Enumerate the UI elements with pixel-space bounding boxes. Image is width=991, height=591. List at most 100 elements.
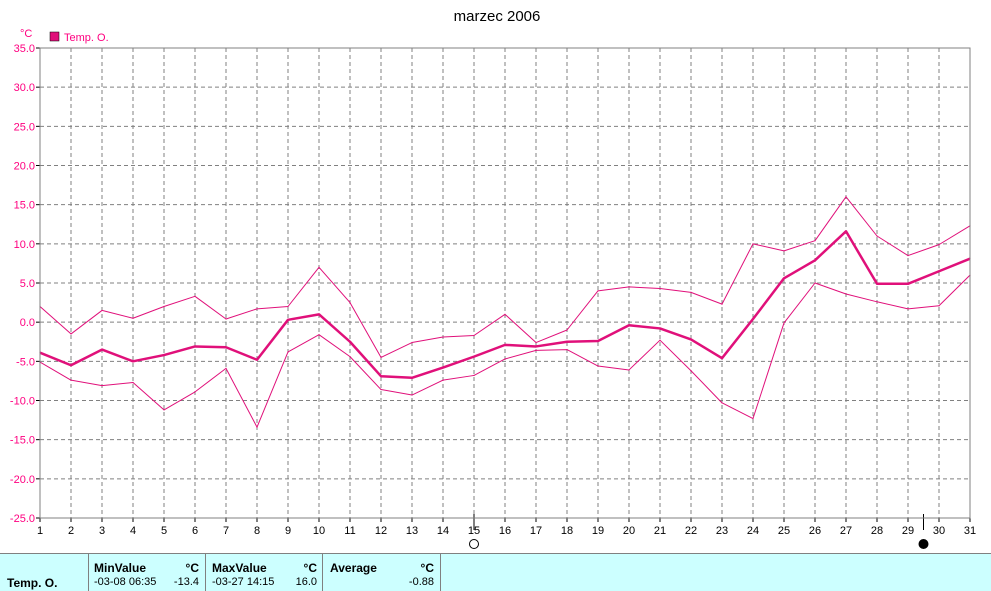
- data-point-max: [411, 341, 413, 344]
- x-tick-label: 2: [68, 525, 74, 537]
- y-tick-label: 5.0: [20, 278, 35, 290]
- min-value: -13.4: [173, 576, 199, 588]
- x-tick-label: 20: [623, 525, 635, 537]
- x-axis-markers: [469, 514, 929, 549]
- y-tick-label: -25.0: [10, 513, 35, 525]
- x-tick-label: 13: [406, 525, 418, 537]
- data-point-min: [380, 388, 382, 391]
- y-tick-label: 35.0: [14, 43, 35, 55]
- data-point-max: [566, 329, 568, 331]
- data-point-avg: [659, 327, 661, 330]
- data-point-min: [752, 417, 754, 420]
- data-point-max: [380, 356, 382, 359]
- data-point-max: [752, 243, 754, 245]
- data-point-min: [783, 322, 785, 324]
- x-tick-label: 6: [192, 525, 198, 537]
- data-point-avg: [256, 359, 258, 361]
- data-point-min: [473, 374, 475, 377]
- stats-series-label: Temp. O.: [7, 576, 58, 590]
- data-point-max: [225, 318, 227, 320]
- data-point-avg: [752, 318, 754, 320]
- data-point-avg: [70, 364, 72, 366]
- x-tick-label: 18: [561, 525, 573, 537]
- data-point-min: [101, 385, 103, 387]
- data-point-avg: [535, 345, 537, 348]
- data-point-avg: [597, 340, 599, 342]
- data-point-min: [411, 394, 413, 396]
- x-tick-label: 27: [840, 525, 852, 537]
- x-tick-label: 16: [499, 525, 511, 537]
- min-time: -03-08 06:35: [94, 576, 157, 588]
- filled-circle-icon: [918, 539, 929, 549]
- x-tick-label: 5: [161, 525, 167, 537]
- y-tick-label: 10.0: [14, 239, 35, 251]
- data-point-min: [442, 379, 444, 381]
- data-point-max: [845, 196, 847, 198]
- x-tick-label: 26: [809, 525, 821, 537]
- x-tick-label: 22: [685, 525, 697, 537]
- x-tick-label: 25: [778, 525, 790, 537]
- data-point-avg: [194, 345, 196, 348]
- min-header: MinValue: [94, 561, 147, 575]
- data-point-max: [194, 295, 196, 297]
- data-point-min: [504, 358, 506, 360]
- max-header: MaxValue: [212, 561, 267, 575]
- data-point-max: [70, 333, 72, 335]
- data-point-min: [225, 367, 227, 369]
- avg-unit: °C: [420, 561, 434, 575]
- data-point-min: [194, 391, 196, 393]
- data-point-min: [349, 356, 351, 358]
- data-point-min: [938, 305, 940, 307]
- data-point-avg: [721, 357, 723, 359]
- series-line-max: [39, 196, 971, 358]
- y-axis-ticks: 35.0 30.0 25.0 20.0 15.0 10.0 5.0 0.0 -5.0 -10.0 -…: [10, 43, 40, 525]
- stats-min-cell: MinValue °C -03-08 06:35 -13.4: [89, 554, 206, 591]
- data-point-min: [132, 381, 134, 384]
- data-point-max: [659, 287, 661, 290]
- max-value: 16.0: [295, 576, 317, 588]
- data-point-min: [597, 365, 599, 367]
- data-point-avg: [163, 354, 165, 356]
- x-tick-label: 9: [285, 525, 291, 537]
- y-tick-label: -10.0: [10, 396, 35, 408]
- avg-header: Average: [330, 561, 377, 575]
- data-point-avg: [690, 338, 692, 340]
- data-point-max: [504, 313, 506, 315]
- data-point-min: [814, 282, 816, 284]
- data-point-avg: [566, 341, 568, 343]
- data-point-avg: [783, 277, 785, 279]
- data-point-avg: [504, 344, 506, 346]
- data-point-max: [101, 309, 103, 312]
- min-unit: °C: [185, 561, 199, 575]
- x-tick-label: 23: [716, 525, 728, 537]
- y-tick-label: 15.0: [14, 200, 35, 212]
- data-point-max: [132, 317, 134, 319]
- data-point-min: [256, 426, 258, 428]
- x-tick-label: 30: [933, 525, 945, 537]
- data-point-min: [659, 339, 661, 341]
- x-tick-label: 28: [871, 525, 883, 537]
- data-point-max: [535, 341, 537, 344]
- data-point-avg: [814, 259, 816, 261]
- data-point-avg: [473, 356, 475, 358]
- x-tick-label: 10: [313, 525, 325, 537]
- data-point-avg: [845, 230, 847, 232]
- max-time: -03-27 14:15: [212, 576, 275, 588]
- data-point-avg: [876, 283, 878, 285]
- data-point-avg: [132, 360, 134, 362]
- x-tick-label: 21: [654, 525, 666, 537]
- x-tick-label: 3: [99, 525, 105, 537]
- data-point-max: [349, 301, 351, 304]
- data-point-min: [907, 308, 909, 310]
- grid: [40, 48, 970, 518]
- legend-label: Temp. O.: [64, 32, 109, 44]
- data-point-max: [938, 244, 940, 246]
- x-tick-label: 12: [375, 525, 387, 537]
- x-tick-label: 15: [468, 525, 480, 537]
- data-point-max: [287, 305, 289, 308]
- data-point-max: [473, 334, 475, 337]
- data-point-max: [442, 336, 444, 338]
- data-point-max: [256, 308, 258, 310]
- data-point-max: [783, 250, 785, 252]
- data-point-avg: [938, 270, 940, 272]
